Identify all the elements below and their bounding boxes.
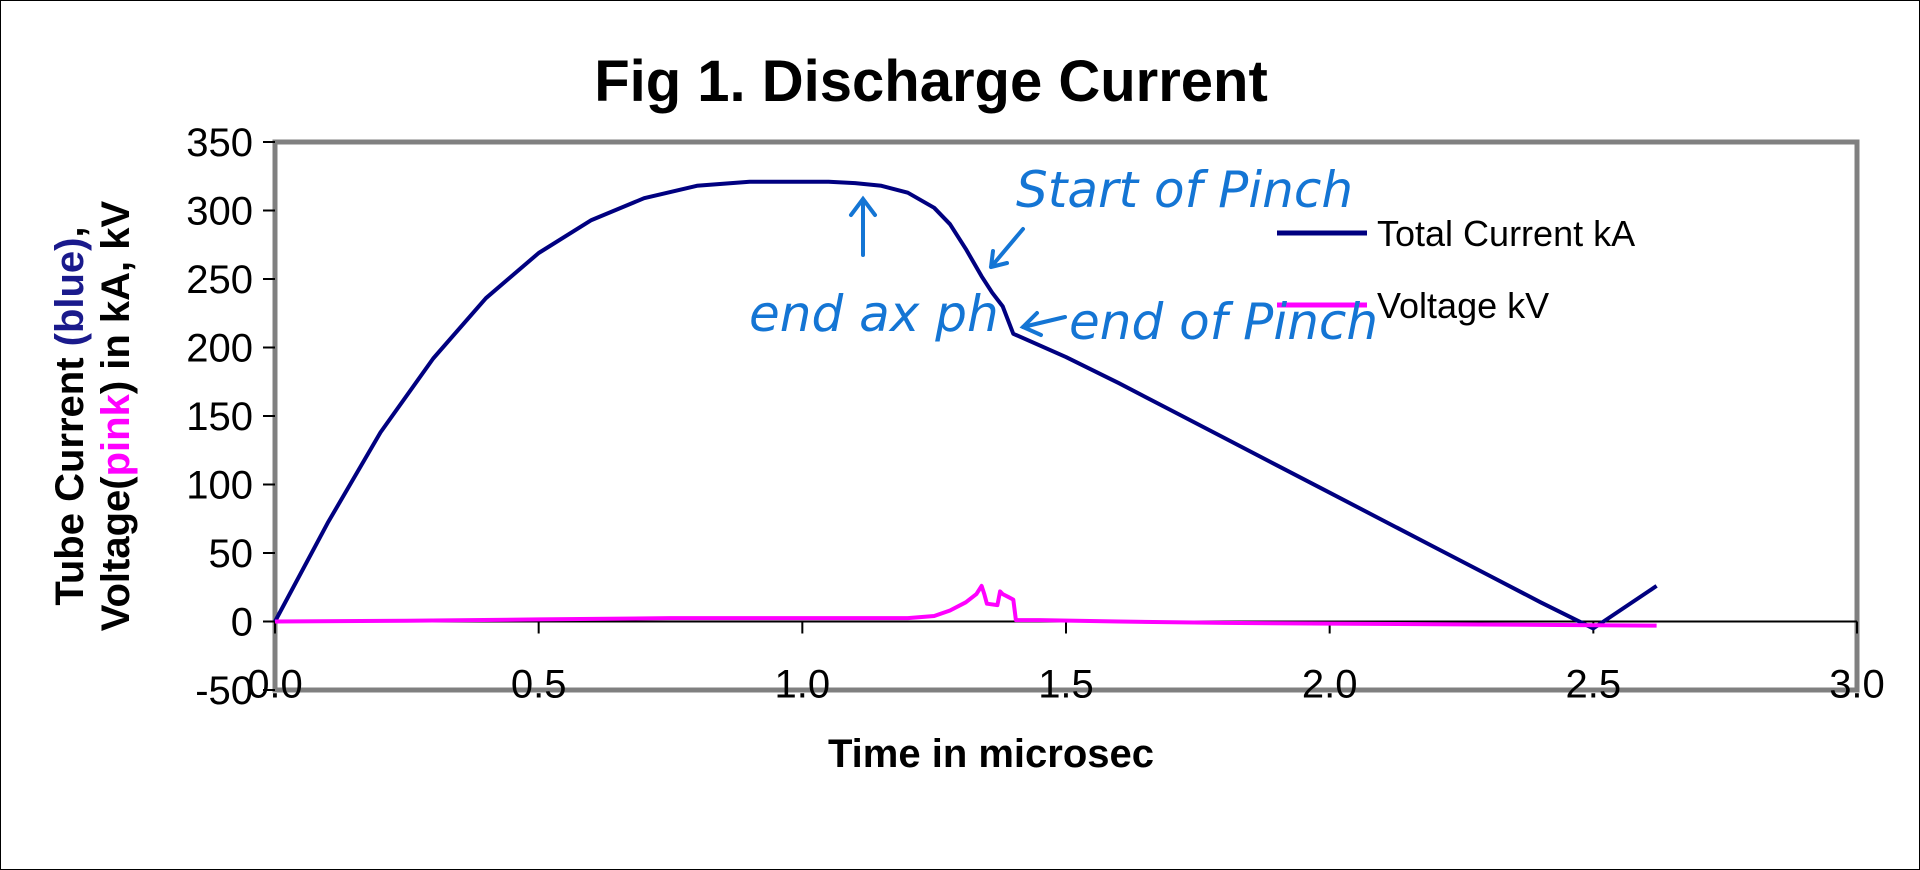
y-axis-title: Tube Current (blue), <box>48 226 92 605</box>
series-line-voltage <box>274 583 1657 628</box>
chart-title: Fig 1. Discharge Current <box>594 49 1268 114</box>
annotation-start-of-pinch: Start of Pinch <box>1016 161 1353 219</box>
legend-label-current: Total Current kA <box>1377 213 1635 254</box>
y-tick-label: 200 <box>186 327 253 371</box>
y-tick-label: -50 <box>195 669 253 713</box>
arrow-end-ax-ph <box>849 195 877 257</box>
legend-label-voltage: Voltage kV <box>1377 285 1549 326</box>
y-tick-label: 0 <box>231 601 253 645</box>
x-tick-label: 2.0 <box>1302 663 1358 707</box>
annotations: Start of Pinch end ax ph end of Pinch <box>749 161 1378 351</box>
y-axis-title-line2: Voltage(pink) in kA, kV <box>94 200 138 631</box>
legend: Total Current kA Voltage kV <box>1277 213 1635 326</box>
y-tick-label: 350 <box>186 121 253 165</box>
y-tick-label: 250 <box>186 258 253 302</box>
y-axis: -50 0 50 100 150 200 250 300 350 <box>186 121 275 713</box>
x-tick-label: 2.5 <box>1566 663 1622 707</box>
y-tick-label: 100 <box>186 464 253 508</box>
y-tick-label: 50 <box>209 532 254 576</box>
y-tick-label: 150 <box>186 395 253 439</box>
annotation-end-of-pinch: end of Pinch <box>1069 293 1378 351</box>
x-tick-label: 0.5 <box>511 663 567 707</box>
series-layer <box>273 179 1658 631</box>
series-line-current <box>273 179 1658 631</box>
arrow-start-of-pinch <box>989 227 1025 269</box>
annotation-end-ax-ph: end ax ph <box>749 285 999 343</box>
x-tick-label: 0.0 <box>247 663 303 707</box>
x-tick-label: 1.5 <box>1038 663 1094 707</box>
x-tick-label: 3.0 <box>1829 663 1885 707</box>
y-tick-label: 300 <box>186 190 253 234</box>
x-tick-label: 1.0 <box>775 663 831 707</box>
arrow-end-of-pinch <box>1019 311 1067 337</box>
x-axis-title: Time in microsec <box>828 732 1154 776</box>
x-axis: 0.0 0.5 1.0 1.5 2.0 2.5 3.0 <box>247 620 1885 707</box>
